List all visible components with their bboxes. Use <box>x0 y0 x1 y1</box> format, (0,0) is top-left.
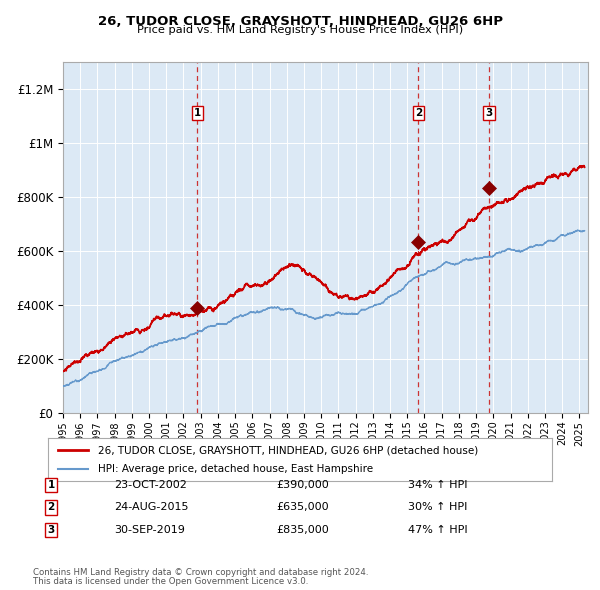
Text: 23-OCT-2002: 23-OCT-2002 <box>114 480 187 490</box>
Text: 26, TUDOR CLOSE, GRAYSHOTT, HINDHEAD, GU26 6HP: 26, TUDOR CLOSE, GRAYSHOTT, HINDHEAD, GU… <box>97 15 503 28</box>
Text: £835,000: £835,000 <box>276 525 329 535</box>
Text: 34% ↑ HPI: 34% ↑ HPI <box>408 480 467 490</box>
Text: 1: 1 <box>47 480 55 490</box>
Text: 3: 3 <box>47 525 55 535</box>
Text: 30% ↑ HPI: 30% ↑ HPI <box>408 503 467 512</box>
Text: HPI: Average price, detached house, East Hampshire: HPI: Average price, detached house, East… <box>98 464 374 474</box>
Text: 1: 1 <box>194 108 201 118</box>
Text: 3: 3 <box>485 108 493 118</box>
Text: £390,000: £390,000 <box>276 480 329 490</box>
Text: 47% ↑ HPI: 47% ↑ HPI <box>408 525 467 535</box>
Text: 2: 2 <box>47 503 55 512</box>
Text: 30-SEP-2019: 30-SEP-2019 <box>114 525 185 535</box>
Text: 26, TUDOR CLOSE, GRAYSHOTT, HINDHEAD, GU26 6HP (detached house): 26, TUDOR CLOSE, GRAYSHOTT, HINDHEAD, GU… <box>98 445 479 455</box>
Text: This data is licensed under the Open Government Licence v3.0.: This data is licensed under the Open Gov… <box>33 578 308 586</box>
Text: Price paid vs. HM Land Registry's House Price Index (HPI): Price paid vs. HM Land Registry's House … <box>137 25 463 35</box>
Text: 24-AUG-2015: 24-AUG-2015 <box>114 503 188 512</box>
Text: Contains HM Land Registry data © Crown copyright and database right 2024.: Contains HM Land Registry data © Crown c… <box>33 568 368 577</box>
Text: £635,000: £635,000 <box>276 503 329 512</box>
Text: 2: 2 <box>415 108 422 118</box>
